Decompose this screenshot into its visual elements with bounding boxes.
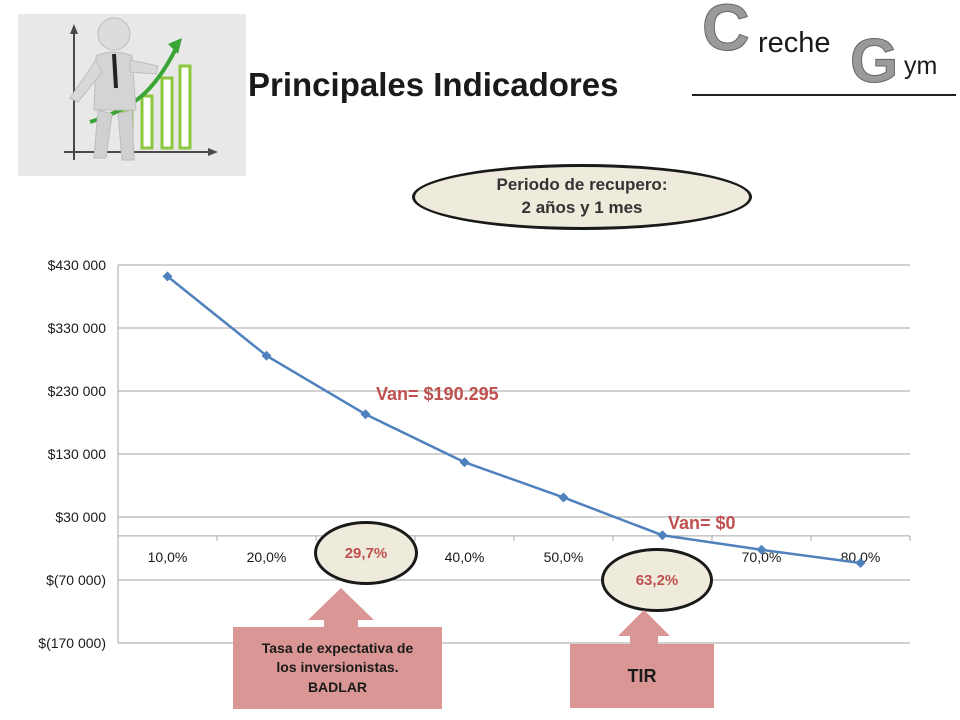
data-point	[360, 409, 371, 420]
data-point	[855, 557, 866, 568]
growth-chart-figure	[18, 14, 246, 176]
npv-series	[162, 271, 866, 568]
tir-callout-label: TIR	[627, 665, 657, 686]
payback-period-ellipse: Periodo de recupero: 2 años y 1 mes	[412, 164, 752, 230]
badlar-callout: Tasa de expectativa de los inversionista…	[233, 627, 442, 709]
badlar-callout-line: BADLAR	[307, 678, 368, 695]
y-tick-label: $330 000	[48, 320, 107, 336]
logo-word-ym: ym	[904, 52, 937, 80]
data-point	[261, 350, 272, 361]
x-tick-label: 20,0%	[247, 549, 287, 565]
badlar-rate-bubble: 29,7%	[314, 521, 418, 585]
y-tick-label: $230 000	[48, 383, 107, 399]
x-tick-label: 10,0%	[148, 549, 188, 565]
badlar-rate-value: 29,7%	[344, 544, 388, 562]
data-point	[756, 544, 767, 555]
y-tick-label: $(170 000)	[38, 635, 106, 651]
data-point	[558, 492, 569, 503]
creche-gym-logo: C reche G ym	[690, 0, 960, 100]
npv-annotation-badlar: Van= $190.295	[376, 384, 499, 404]
y-tick-label: $30 000	[55, 509, 106, 525]
logo-word-reche: reche	[758, 27, 831, 59]
npv-annotation-zero: Van= $0	[668, 513, 736, 533]
tir-callout: TIR	[570, 644, 714, 708]
logo-underline	[692, 94, 956, 96]
up-arrow-icon	[308, 588, 374, 628]
y-tick-label: $130 000	[48, 446, 107, 462]
payback-period-label: Periodo de recupero:	[496, 175, 668, 195]
x-tick-label: 40,0%	[445, 549, 485, 565]
page-title: Principales Indicadores	[248, 66, 619, 103]
tir-rate-value: 63,2%	[635, 571, 679, 589]
up-arrow-icon	[618, 610, 670, 646]
logo-c-letter: C	[702, 0, 750, 64]
y-tick-label: $430 000	[48, 257, 107, 273]
tir-rate-bubble: 63,2%	[601, 548, 713, 612]
data-point	[657, 530, 668, 541]
payback-period-value: 2 años y 1 mes	[521, 198, 643, 217]
series-line	[166, 275, 861, 565]
data-point	[459, 457, 470, 468]
chart-gridlines	[117, 264, 911, 644]
badlar-callout-line: los inversionistas.	[276, 659, 399, 676]
logo-g-letter: G	[850, 27, 898, 96]
x-axis-tick-labels: 10,0% 20,0% 40,0% 50,0% 70,0% 80,0%	[148, 549, 881, 565]
data-point	[162, 271, 173, 282]
x-tick-label: 70,0%	[742, 549, 782, 565]
y-axis-tick-labels: $430 000 $330 000 $230 000 $130 000 $30 000 $…	[38, 257, 106, 651]
badlar-callout-line: Tasa de expectativa de	[261, 639, 414, 656]
x-tick-label: 50,0%	[544, 549, 584, 565]
y-tick-label: $(70 000)	[46, 572, 106, 588]
